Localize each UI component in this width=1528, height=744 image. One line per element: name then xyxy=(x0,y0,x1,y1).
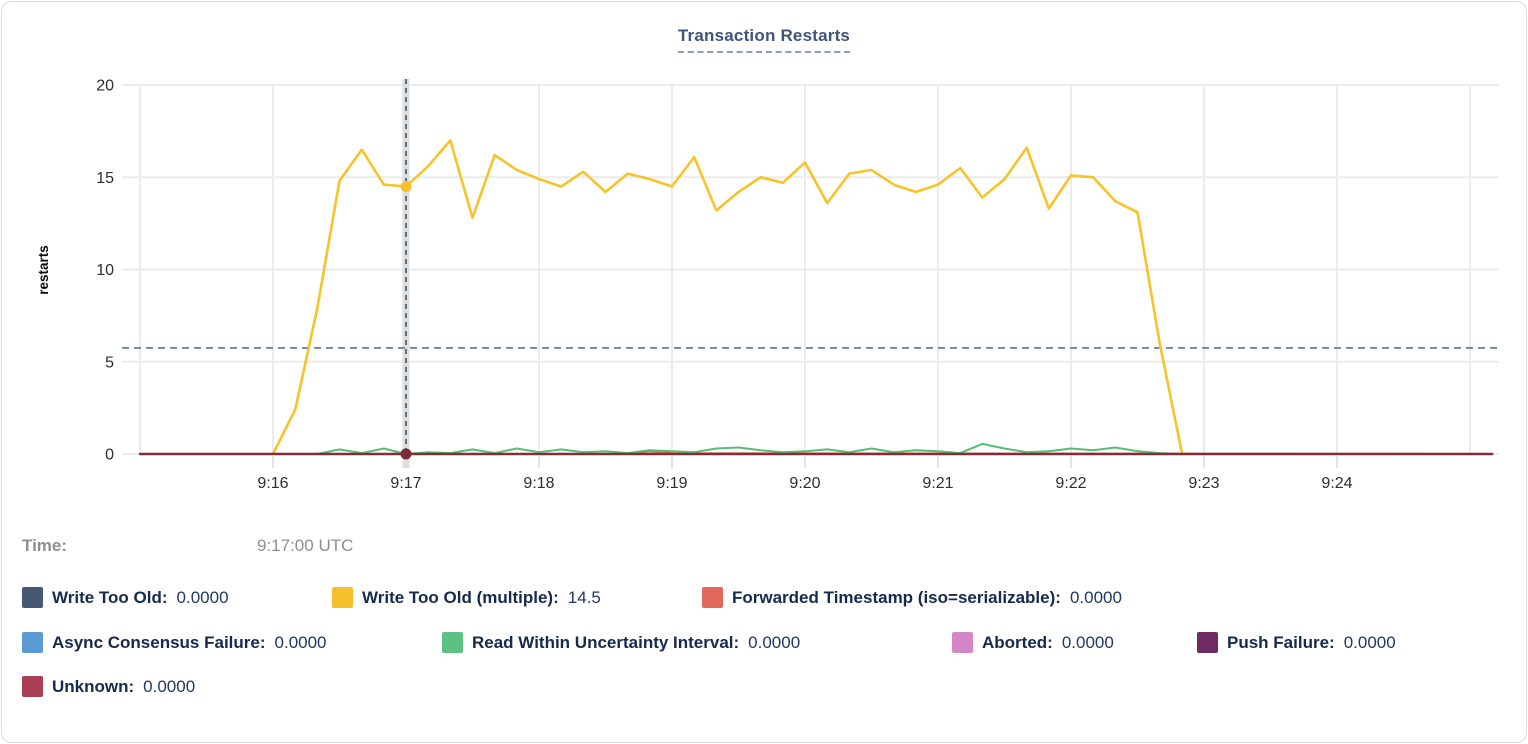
time-label: Time: xyxy=(22,536,68,555)
axis-tick-labels: 0 5 10 15 20 9:16 9:17 9:18 9:19 9:20 9:21 9:22 9:23… xyxy=(96,78,1352,493)
series-line-read-within-uncertainty-interval xyxy=(316,442,1183,455)
forwarded-timestamp-iso-serializable-swatch xyxy=(702,587,723,608)
legend-value: 0.0000 xyxy=(1343,632,1396,652)
push-failure-swatch xyxy=(1197,632,1218,653)
legend-item-write-too-old[interactable]: Write Too Old: 0.0000 xyxy=(22,587,229,608)
crosshair-band xyxy=(402,79,410,468)
legend-row: Async Consensus Failure: 0.0000 Read Withi… xyxy=(2,632,1526,662)
aborted-swatch xyxy=(952,632,973,653)
legend-label: Write Too Old (multiple): xyxy=(362,587,559,607)
crosshair xyxy=(122,79,1499,468)
legend-row: Unknown: 0.0000 xyxy=(2,676,1526,706)
unknown-swatch xyxy=(22,676,43,697)
legend-label: Read Within Uncertainty Interval: xyxy=(472,632,740,652)
crosshair-dot xyxy=(400,180,412,192)
legend-row: Write Too Old: 0.0000 Write Too Old (multi… xyxy=(2,587,1526,617)
series-line-write-too-old-multiple- xyxy=(271,139,1184,456)
async-consensus-failure-swatch xyxy=(22,632,43,653)
legend-label: Write Too Old: xyxy=(52,587,168,607)
legend-item-aborted[interactable]: Aborted: 0.0000 xyxy=(952,632,1114,653)
x-tick-label: 9:23 xyxy=(1188,475,1219,492)
crosshair-dot xyxy=(400,448,412,460)
legend-value: 0.0000 xyxy=(143,676,196,696)
legend-item-unknown[interactable]: Unknown: 0.0000 xyxy=(22,676,195,697)
transaction-restarts-chart[interactable]: 0 5 10 15 20 9:16 9:17 9:18 9:19 9:20 9:21 9:22 9:23… xyxy=(2,2,1526,512)
x-tick-label: 9:18 xyxy=(523,475,554,492)
legend-item-forwarded-timestamp-iso-serializable[interactable]: Forwarded Timestamp (iso=serializable): 0… xyxy=(702,587,1122,608)
x-tick-label: 9:19 xyxy=(656,475,687,492)
legend-value: 0.0000 xyxy=(176,587,229,607)
legend-label: Aborted: xyxy=(982,632,1053,652)
legend-label: Unknown: xyxy=(52,676,135,696)
y-gridlines xyxy=(122,84,1499,455)
y-tick-label: 15 xyxy=(96,170,114,187)
x-tick-label: 9:24 xyxy=(1321,475,1352,492)
legend-label: Forwarded Timestamp (iso=serializable): xyxy=(732,587,1061,607)
chart-title[interactable]: Transaction Restarts xyxy=(677,26,851,53)
legend-item-async-consensus-failure[interactable]: Async Consensus Failure: 0.0000 xyxy=(22,632,327,653)
x-tick-label: 9:16 xyxy=(257,475,288,492)
time-value: 9:17:00 UTC xyxy=(257,536,354,555)
read-within-uncertainty-interval-swatch xyxy=(442,632,463,653)
y-tick-label: 10 xyxy=(96,262,114,279)
legend-value: 0.0000 xyxy=(1069,587,1122,607)
legend-value: 0.0000 xyxy=(748,632,801,652)
write-too-old-multiple-swatch xyxy=(332,587,353,608)
write-too-old-swatch xyxy=(22,587,43,608)
legend-label: Async Consensus Failure: xyxy=(52,632,266,652)
legend-value: 14.5 xyxy=(567,587,601,607)
y-tick-label: 0 xyxy=(105,447,114,464)
legend-item-write-too-old-multiple[interactable]: Write Too Old (multiple): 14.5 xyxy=(332,587,601,608)
crosshair-dots xyxy=(400,180,412,460)
legend-item-read-within-uncertainty-interval[interactable]: Read Within Uncertainty Interval: 0.0000 xyxy=(442,632,800,653)
legend-item-push-failure[interactable]: Push Failure: 0.0000 xyxy=(1197,632,1396,653)
legend-value: 0.0000 xyxy=(1061,632,1114,652)
legend-value: 0.0000 xyxy=(274,632,327,652)
y-axis-label: restarts xyxy=(36,245,51,295)
hover-time-row: Time: 9:17:00 UTC xyxy=(2,536,1526,560)
x-gridlines xyxy=(139,85,1471,468)
legend-label: Push Failure: xyxy=(1227,632,1335,652)
x-tick-label: 9:21 xyxy=(922,475,953,492)
x-tick-label: 9:22 xyxy=(1055,475,1086,492)
series-lines xyxy=(138,139,1494,456)
x-tick-label: 9:17 xyxy=(390,475,421,492)
y-tick-label: 20 xyxy=(96,78,114,95)
x-tick-label: 9:20 xyxy=(789,475,820,492)
y-tick-label: 5 xyxy=(105,354,114,371)
